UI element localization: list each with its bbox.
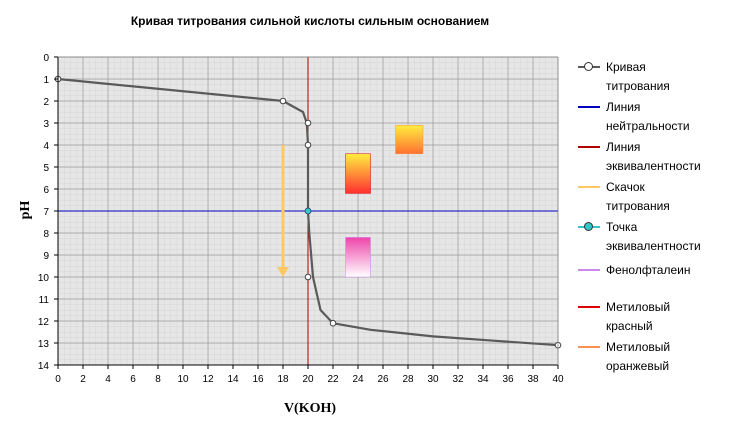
legend-label: Фенолфталеин — [606, 263, 691, 277]
indicator-band — [345, 237, 371, 278]
y-tick-label: 12 — [38, 317, 50, 328]
legend-swatch — [578, 146, 600, 148]
x-tick-label: 32 — [452, 374, 464, 385]
legend-swatch — [578, 346, 600, 348]
x-tick-label: 28 — [402, 374, 414, 385]
x-tick-label: 24 — [352, 374, 364, 385]
legend-label: Кривая титрования — [606, 60, 670, 93]
equivalence-point — [304, 207, 312, 215]
y-tick-label: 7 — [43, 207, 49, 218]
x-tick-label: 38 — [527, 374, 539, 385]
legend-swatch — [578, 106, 600, 108]
x-axis-label: V(KOH) — [283, 401, 337, 416]
x-tick-label: 4 — [105, 374, 111, 385]
x-tick-label: 40 — [552, 374, 564, 385]
titration-jump-arrowhead — [277, 267, 289, 277]
legend-marker — [584, 222, 593, 231]
x-tick-label: 36 — [502, 374, 514, 385]
legend-item: Линия эквивалентности — [576, 138, 736, 174]
y-tick-label: 9 — [43, 251, 49, 262]
titration-curve — [57, 77, 559, 347]
y-tick-label: 2 — [43, 97, 49, 108]
legend-item: Кривая титрования — [576, 58, 736, 94]
legend-item: Метиловый красный — [576, 298, 736, 334]
legend-swatch — [578, 186, 600, 188]
y-tick-label: 3 — [43, 119, 49, 130]
y-tick-label: 11 — [39, 295, 50, 306]
indicator-band — [395, 124, 424, 155]
y-tick-label: 10 — [38, 273, 50, 284]
y-tick-label: 6 — [43, 185, 49, 196]
legend-label: Метиловый красный — [606, 300, 671, 333]
legend-item: Фенолфталеин — [576, 261, 736, 297]
x-tick-label: 20 — [302, 374, 314, 385]
curve-point — [329, 319, 337, 327]
curve-point — [304, 273, 312, 281]
legend-label: Точка эквивалентности — [606, 220, 701, 253]
curve-point — [304, 119, 312, 127]
legend-label: Скачок титрования — [606, 180, 670, 213]
x-tick-label: 10 — [177, 374, 189, 385]
x-tick-label: 2 — [80, 374, 86, 385]
x-tick-label: 30 — [427, 374, 439, 385]
legend-label: Метиловый оранжевый — [606, 340, 671, 373]
legend-item: Метиловый оранжевый — [576, 338, 736, 374]
legend-item: Линия нейтральности — [576, 98, 736, 134]
y-tick-label: 5 — [43, 163, 49, 174]
y-axis-label: pH — [18, 200, 33, 220]
y-tick-label: 4 — [43, 141, 49, 152]
x-tick-label: 6 — [130, 374, 136, 385]
y-tick-label: 8 — [43, 229, 49, 240]
x-tick-label: 0 — [55, 374, 61, 385]
legend-swatch — [578, 306, 600, 308]
x-tick-label: 18 — [277, 374, 289, 385]
x-tick-label: 14 — [227, 374, 239, 385]
x-tick-label: 34 — [477, 374, 489, 385]
x-tick-label: 16 — [252, 374, 264, 385]
legend-label: Линия нейтральности — [606, 100, 690, 133]
y-tick-label: 1 — [43, 75, 49, 86]
legend-label: Линия эквивалентности — [606, 140, 701, 173]
y-tick-label: 0 — [43, 53, 49, 64]
indicator-band — [345, 153, 371, 194]
legend-swatch — [578, 269, 600, 271]
y-tick-label: 14 — [38, 361, 50, 372]
y-tick-label: 13 — [38, 339, 50, 350]
x-tick-label: 8 — [155, 374, 161, 385]
chart-title: Кривая титрования сильной кислоты сильны… — [130, 14, 490, 28]
curve-point — [304, 141, 312, 149]
curve-point — [279, 97, 287, 105]
legend-marker — [584, 62, 593, 71]
x-tick-label: 12 — [202, 374, 214, 385]
x-tick-label: 22 — [327, 374, 339, 385]
legend-item: Точка эквивалентности — [576, 218, 736, 254]
x-tick-label: 26 — [377, 374, 389, 385]
legend-item: Скачок титрования — [576, 178, 736, 214]
